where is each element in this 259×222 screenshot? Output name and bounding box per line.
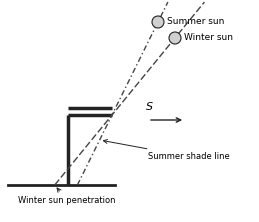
Text: Winter sun: Winter sun bbox=[184, 34, 233, 42]
Text: Summer shade line: Summer shade line bbox=[103, 139, 230, 161]
Text: S: S bbox=[146, 102, 153, 112]
Text: Winter sun penetration: Winter sun penetration bbox=[18, 188, 116, 205]
Text: Summer sun: Summer sun bbox=[167, 18, 224, 26]
Circle shape bbox=[169, 32, 181, 44]
Circle shape bbox=[152, 16, 164, 28]
